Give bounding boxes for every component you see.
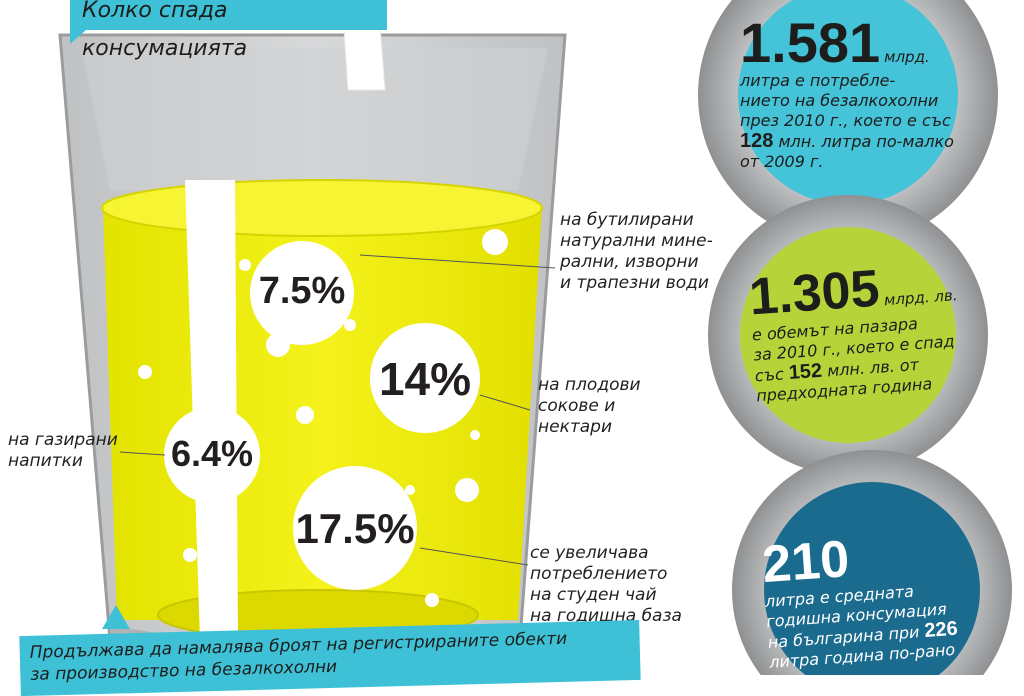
pct-carbonated: 6.4% <box>170 433 254 474</box>
label-bottled-water: на бутилирани натурални мине-рални, извор… <box>560 210 713 293</box>
pct-cold-tea: 17.5% <box>295 505 415 552</box>
cap-3-text: 210 литра е средната годишна консумация … <box>760 522 1000 673</box>
cap-1-text: 1.581 млрд. литра е потребле- нието на бе… <box>740 11 954 172</box>
pct-bottled-water: 7.5% <box>258 270 346 312</box>
cap-2-text: 1.305 млрд. лв. е обемът на пазара за 201… <box>747 259 959 406</box>
circle-17-5 <box>293 466 417 590</box>
glass-inner <box>82 48 548 190</box>
circle-14 <box>370 323 480 433</box>
label-cold-tea: се увеличава потреблението на студен чай на… <box>530 543 682 626</box>
cap-2-shape <box>708 195 988 475</box>
cap-1-big: 1.581 <box>740 11 881 74</box>
liquid-surface <box>101 179 543 237</box>
circle-6-4 <box>164 407 260 503</box>
page-title: Колко спада консумацията <box>82 0 248 61</box>
infographic: Колко спада консумацията 7.5% 14% 6.4% 1… <box>8 0 1012 696</box>
cap-3-shape <box>732 450 1012 675</box>
title-callout: Колко спада консумацията <box>70 0 387 61</box>
cap-1-unit: млрд. <box>884 48 930 66</box>
circle-7-5 <box>250 241 354 345</box>
label-juices: на плодови сокове и нектари <box>538 375 641 437</box>
cap-2-unit: млрд. лв. <box>883 286 959 310</box>
label-carbonated: на газирани напитки <box>8 430 118 471</box>
footer-pointer <box>102 605 130 629</box>
pct-juices: 14% <box>378 353 472 405</box>
cap-2-big: 1.305 <box>747 259 882 327</box>
cap-1-shape <box>698 0 998 245</box>
callout-pointer <box>70 30 86 44</box>
